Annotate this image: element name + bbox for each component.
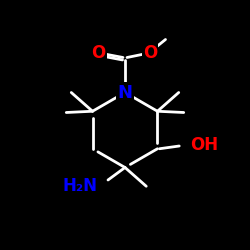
Text: H₂N: H₂N — [62, 177, 98, 195]
Text: N: N — [118, 84, 132, 102]
Text: O: O — [143, 44, 157, 62]
Text: O: O — [92, 44, 106, 62]
Text: OH: OH — [190, 136, 218, 154]
